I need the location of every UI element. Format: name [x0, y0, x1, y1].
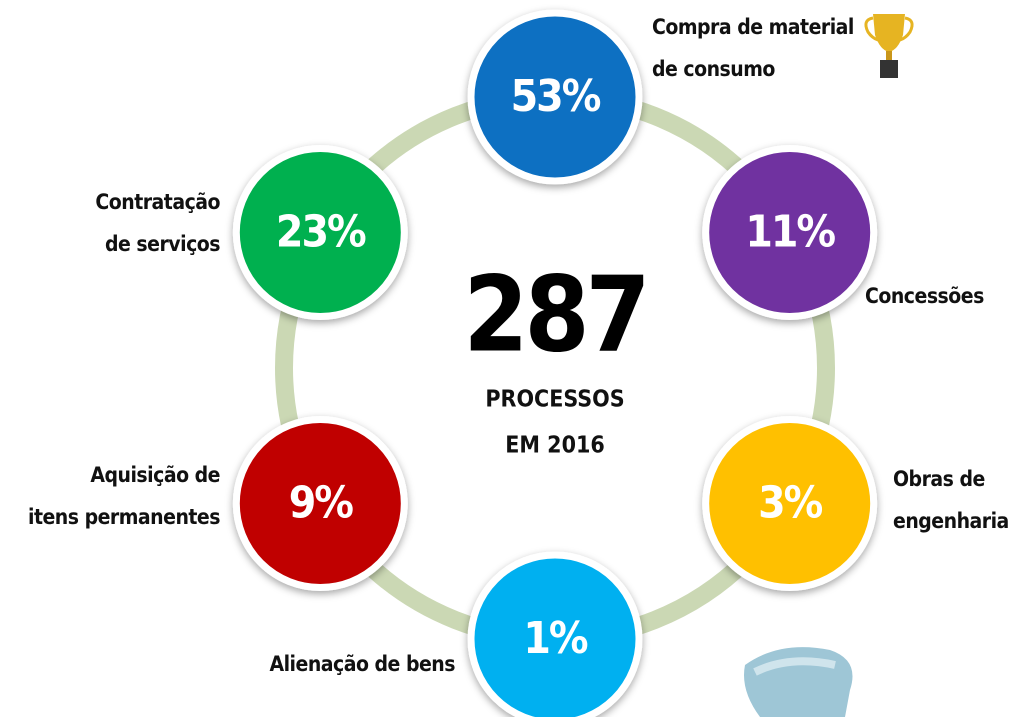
node-label: de serviços: [105, 232, 220, 256]
node-value: 1%: [523, 613, 588, 664]
center-label: PROCESSOS: [485, 387, 624, 413]
infographic: 53% Compra de material de consumo 11% Conces…: [0, 0, 1020, 717]
node-label: Compra de material: [652, 15, 854, 39]
node-value: 53%: [511, 71, 601, 122]
node-value: 9%: [289, 478, 354, 529]
node-label: Alienação de bens: [269, 652, 455, 676]
center-number: 287: [463, 253, 646, 375]
node-label: Concessões: [865, 284, 984, 308]
node-value: 11%: [745, 207, 835, 258]
node-label: Aquisição de: [90, 463, 220, 487]
center-label: EM 2016: [505, 433, 605, 459]
node-value: 23%: [276, 207, 366, 258]
node-label: Obras de: [893, 467, 985, 491]
node-label: Contratação: [95, 190, 220, 214]
node-label: de consumo: [652, 57, 775, 81]
trophy: [866, 14, 912, 78]
node-value: 3%: [758, 478, 823, 529]
node-label: itens permanentes: [28, 505, 220, 529]
node-label: engenharia: [893, 509, 1009, 533]
gavel: [744, 647, 853, 717]
